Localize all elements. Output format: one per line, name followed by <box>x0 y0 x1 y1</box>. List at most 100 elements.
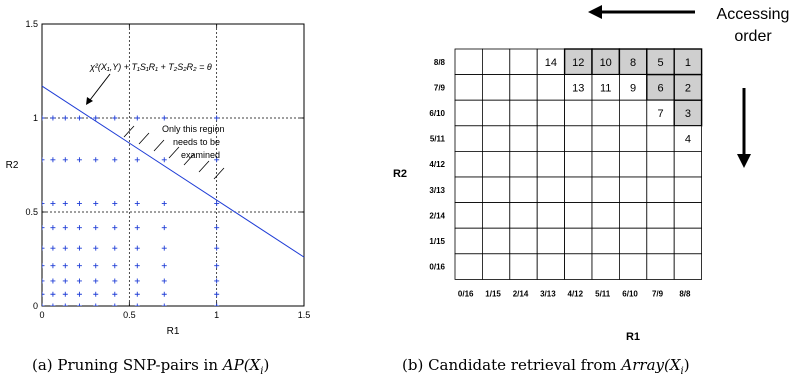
grid-cell <box>482 253 511 280</box>
data-point <box>42 115 45 121</box>
data-point <box>42 263 45 269</box>
plot-area <box>41 23 305 307</box>
grid-cell <box>618 202 648 229</box>
cell-order-number: 3 <box>685 108 691 120</box>
grid-cell <box>646 253 675 280</box>
data-point <box>214 245 220 251</box>
grid-cell <box>509 125 538 152</box>
row-label: 4/12 <box>429 160 445 169</box>
grid-cell <box>646 202 675 229</box>
grid-cell <box>536 125 565 152</box>
data-point <box>76 157 82 163</box>
grid-cell <box>536 150 565 178</box>
grid-cell <box>454 253 483 280</box>
grid-cell <box>454 202 483 229</box>
grid-cell <box>673 253 703 280</box>
data-point <box>134 263 140 269</box>
row-label: 5/11 <box>430 135 446 144</box>
grid-cell <box>618 253 648 280</box>
data-point <box>134 291 140 297</box>
data-point <box>112 157 118 163</box>
data-point <box>214 278 220 284</box>
data-point <box>112 200 118 206</box>
data-point <box>134 157 140 163</box>
data-point <box>161 278 167 284</box>
cell-order-number: 4 <box>685 134 691 146</box>
data-point <box>62 115 68 121</box>
grid-cell <box>454 176 483 204</box>
grid-cell <box>536 99 565 127</box>
grid-cell <box>618 150 648 178</box>
data-point <box>112 278 118 284</box>
region-note-line-2: needs to be <box>173 137 220 147</box>
caption-b-sub: i <box>680 366 684 377</box>
hatched-region <box>123 125 225 180</box>
data-point <box>93 278 99 284</box>
grid-cell <box>536 202 565 229</box>
grid-cell <box>482 202 511 229</box>
caption-a-prefix: (a) Pruning SNP-pairs in <box>32 356 223 374</box>
y-tick-label: 1 <box>33 113 38 123</box>
grid-cell <box>591 125 620 152</box>
data-point <box>214 157 220 163</box>
grid-cell <box>454 99 483 127</box>
data-point <box>76 303 82 306</box>
grid-cell <box>646 99 675 127</box>
grid-cell <box>646 125 675 152</box>
pruning-boundary-line <box>41 85 305 258</box>
data-point <box>93 225 99 231</box>
data-point <box>42 157 45 163</box>
vertical-arrowhead <box>737 154 751 168</box>
region-note-line-1: Only this region <box>162 124 225 134</box>
data-point <box>50 303 56 306</box>
data-point <box>42 245 45 251</box>
cell-order-number: 13 <box>572 82 584 94</box>
grid-cell <box>509 227 538 255</box>
row-label: 7/9 <box>434 83 446 92</box>
grid-cell <box>454 227 483 255</box>
data-point <box>42 278 45 284</box>
cell-order-number: 12 <box>572 57 584 69</box>
data-point <box>214 291 220 297</box>
y-tick-label: 0 <box>33 301 38 311</box>
grid-cell <box>646 176 675 204</box>
data-point <box>214 225 220 231</box>
cell-order-number: 7 <box>657 108 663 120</box>
data-point <box>62 278 68 284</box>
grid-cell <box>536 74 565 101</box>
column-label: 1/15 <box>485 289 501 298</box>
data-point <box>134 115 140 121</box>
caption-b: (b) Candidate retrieval from Array(Xi) <box>402 356 690 377</box>
grid-cell <box>646 227 675 255</box>
data-point <box>214 303 220 306</box>
cell-order-number: 11 <box>600 82 611 94</box>
data-point <box>42 200 45 206</box>
grid-cell <box>591 74 620 101</box>
cell-order-number: 8 <box>630 57 636 69</box>
data-point <box>76 278 82 284</box>
cell-order-number: 10 <box>600 57 612 69</box>
grid-cell <box>536 253 565 280</box>
grid-cell <box>618 176 648 204</box>
column-label: 8/8 <box>679 289 691 298</box>
data-point <box>50 200 56 206</box>
data-point <box>50 245 56 251</box>
data-point <box>161 263 167 269</box>
column-label: 4/12 <box>568 289 584 298</box>
data-point <box>76 200 82 206</box>
row-label: 3/13 <box>429 186 445 195</box>
grid-cell <box>482 99 511 127</box>
grid-y-axis-label: R2 <box>393 168 407 180</box>
caption-b-math: Array(X <box>621 356 681 374</box>
data-point <box>93 303 99 306</box>
grid-cell <box>564 176 593 204</box>
pruning-chart: 0 0.5 1 1.5 0 0.5 1 1.5 χ²(X₁,Y) + T₁S₁R₁ + T₂… <box>6 19 311 337</box>
data-point <box>214 200 220 206</box>
grid-cell <box>591 99 620 127</box>
grid-cell <box>564 99 593 127</box>
grid-cell <box>591 253 620 280</box>
caption-a-math: AP(X <box>222 356 261 374</box>
grid-cell <box>564 125 593 152</box>
data-point <box>161 200 167 206</box>
hatch-mark <box>198 160 210 173</box>
